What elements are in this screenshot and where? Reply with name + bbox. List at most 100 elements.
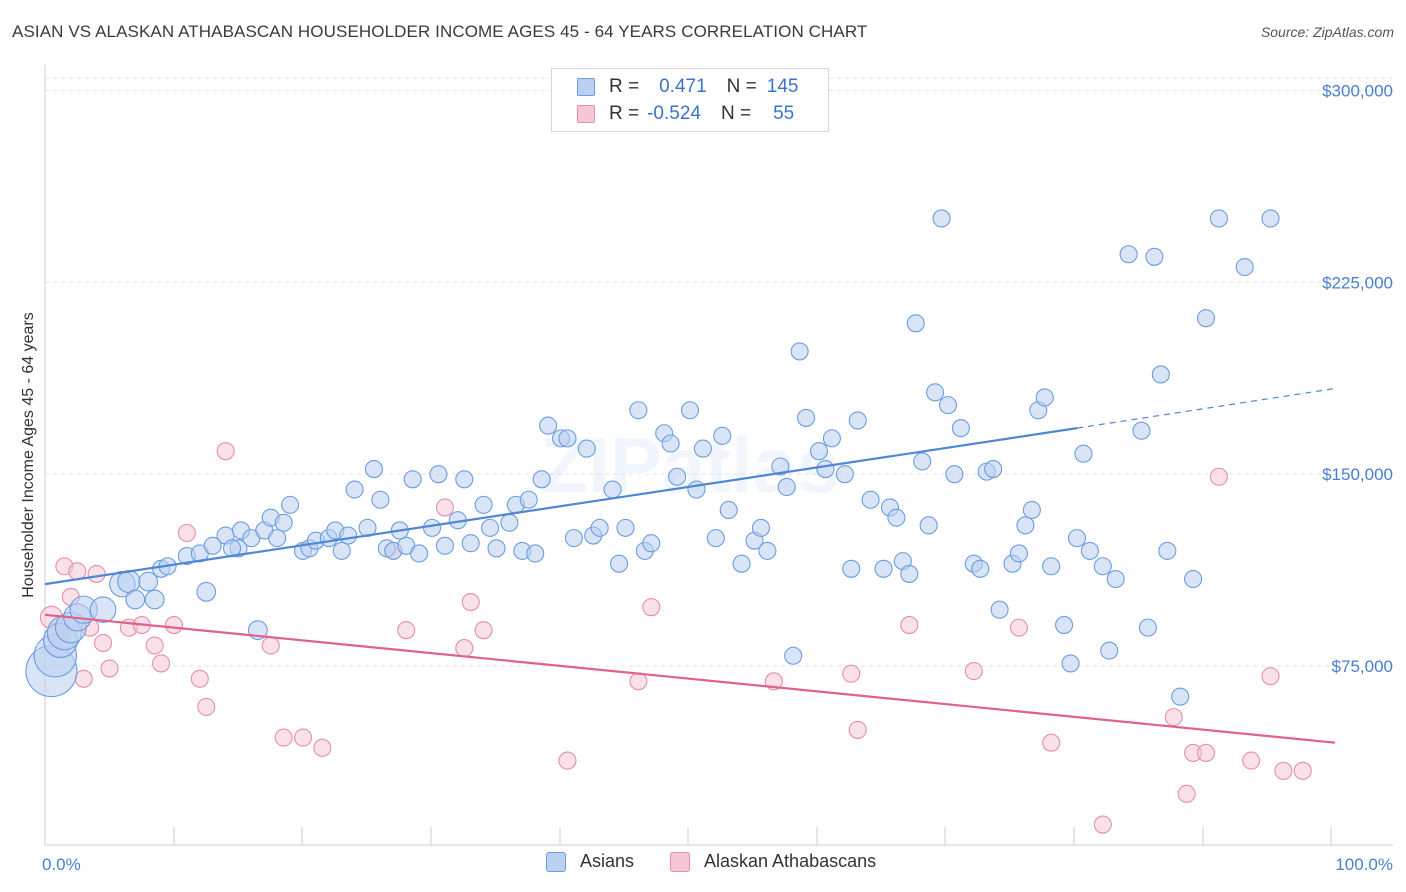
chart-title: ASIAN VS ALASKAN ATHABASCAN HOUSEHOLDER … bbox=[12, 22, 868, 41]
legend-label-asians: Asians bbox=[580, 851, 635, 871]
alaskan-athabascans-point bbox=[261, 636, 280, 655]
alaskan-athabascans-point bbox=[1164, 708, 1183, 727]
asians-point bbox=[1184, 569, 1203, 589]
asians-point bbox=[900, 564, 919, 583]
asians-trend-extension bbox=[1076, 387, 1336, 429]
asians-point bbox=[564, 529, 583, 548]
asians-point bbox=[906, 314, 925, 333]
correlation-legend: R = 0.471 N = 145 R = -0.524 N = 55 bbox=[551, 68, 829, 132]
asians-point bbox=[125, 589, 146, 610]
asians-point bbox=[758, 541, 777, 560]
asians-point bbox=[364, 460, 384, 479]
alaskan-athabascans-point bbox=[1093, 815, 1112, 834]
asians-point bbox=[732, 554, 751, 573]
alaskan-athabascans-point bbox=[435, 498, 454, 517]
asians-point bbox=[410, 544, 429, 563]
asians-point bbox=[951, 419, 970, 438]
alaskan-athabascans-point bbox=[1209, 467, 1228, 486]
asians-point bbox=[693, 439, 712, 458]
asians-point bbox=[1009, 544, 1029, 563]
asians-point bbox=[887, 508, 906, 527]
asians-point bbox=[590, 518, 609, 537]
asians-point bbox=[1055, 616, 1074, 635]
alaskan-athabascans-point bbox=[313, 738, 332, 757]
legend-swatch-alaskan-athabascans bbox=[670, 851, 690, 872]
asians-point bbox=[487, 539, 506, 558]
asians-point bbox=[339, 526, 358, 545]
asians-point bbox=[687, 480, 706, 499]
alaskan-athabascans-point bbox=[293, 728, 313, 747]
y-axis-label-group: Householder Income Ages 45 - 64 years bbox=[20, 312, 37, 598]
asians-point bbox=[1132, 421, 1151, 440]
asians-point bbox=[1093, 557, 1112, 576]
alaskan-athabascans-point bbox=[1274, 761, 1293, 780]
asians-point bbox=[274, 513, 293, 532]
alaskan-athabascans-point bbox=[900, 616, 919, 635]
asians-point bbox=[668, 467, 687, 486]
asians-point bbox=[874, 559, 893, 578]
asians-point bbox=[558, 429, 577, 448]
asians-point bbox=[603, 480, 622, 499]
legend-row-alaskan: R = -0.524 N = 55 bbox=[552, 101, 794, 127]
n-label: N = bbox=[720, 103, 752, 124]
asians-point bbox=[777, 477, 796, 497]
asians-point bbox=[919, 516, 938, 535]
asians-point bbox=[784, 646, 803, 665]
asians-point bbox=[345, 480, 364, 499]
x-tick-label: 100.0% bbox=[1335, 855, 1393, 874]
alaskan-athabascans-point bbox=[152, 654, 171, 673]
alaskan-athabascans-point bbox=[145, 636, 164, 655]
asians-point bbox=[1016, 516, 1035, 535]
asians-point bbox=[461, 534, 480, 553]
asians-point bbox=[89, 596, 117, 624]
asians-point bbox=[480, 518, 500, 537]
asians-point bbox=[1074, 444, 1093, 463]
alaskan-athabascans-point bbox=[190, 669, 209, 688]
alaskan-athabascans-point bbox=[629, 672, 648, 691]
asians-point bbox=[281, 495, 300, 514]
asians-point bbox=[455, 470, 474, 489]
asians-point bbox=[1080, 541, 1099, 560]
asians-point bbox=[938, 396, 958, 415]
asians-trend-line bbox=[44, 427, 1078, 586]
legend-row-asians: R = 0.471 N = 145 bbox=[552, 74, 798, 100]
asians-point bbox=[1100, 641, 1119, 660]
asians-point bbox=[539, 416, 558, 435]
n-label: N = bbox=[726, 76, 757, 97]
asians-point bbox=[1171, 687, 1190, 706]
y-tick-label: $300,000 bbox=[1322, 82, 1393, 101]
alaskan-athabascans-point bbox=[274, 728, 293, 747]
alaskan-athabascans-point bbox=[397, 621, 416, 640]
asians-point bbox=[629, 401, 648, 420]
y-tick-label: $75,000 bbox=[1332, 657, 1393, 676]
asians-point bbox=[971, 559, 990, 578]
asians-point bbox=[1035, 388, 1054, 407]
r-label: R = bbox=[609, 76, 640, 97]
asians-point bbox=[1061, 654, 1080, 673]
asians-point bbox=[371, 490, 390, 509]
asians-point bbox=[1158, 541, 1177, 560]
alaskan-athabascans-point bbox=[1242, 751, 1261, 770]
source-label: Source: ZipAtlas.com bbox=[1260, 24, 1394, 40]
n-value: 55 bbox=[773, 103, 795, 124]
asians-point bbox=[519, 490, 538, 509]
asians-point bbox=[474, 495, 493, 514]
asians-point bbox=[616, 518, 635, 537]
asians-point bbox=[500, 513, 519, 532]
asians-point bbox=[713, 426, 732, 445]
asians-point bbox=[984, 460, 1003, 479]
asians-point bbox=[403, 470, 422, 489]
asians-point bbox=[926, 383, 945, 402]
asians-point bbox=[117, 569, 141, 594]
asians-point bbox=[816, 460, 835, 479]
asians-point bbox=[680, 401, 700, 420]
legend-item-asians[interactable]: Asians bbox=[546, 851, 634, 872]
legend-item-alaskan-athabascans[interactable]: Alaskan Athabascans bbox=[670, 851, 876, 872]
asians-point bbox=[268, 529, 287, 548]
asians-point bbox=[861, 490, 880, 509]
alaskan-athabascans-point bbox=[1042, 733, 1061, 752]
asians-point bbox=[1042, 557, 1061, 576]
asians-point bbox=[790, 342, 809, 361]
axes bbox=[44, 65, 1393, 846]
